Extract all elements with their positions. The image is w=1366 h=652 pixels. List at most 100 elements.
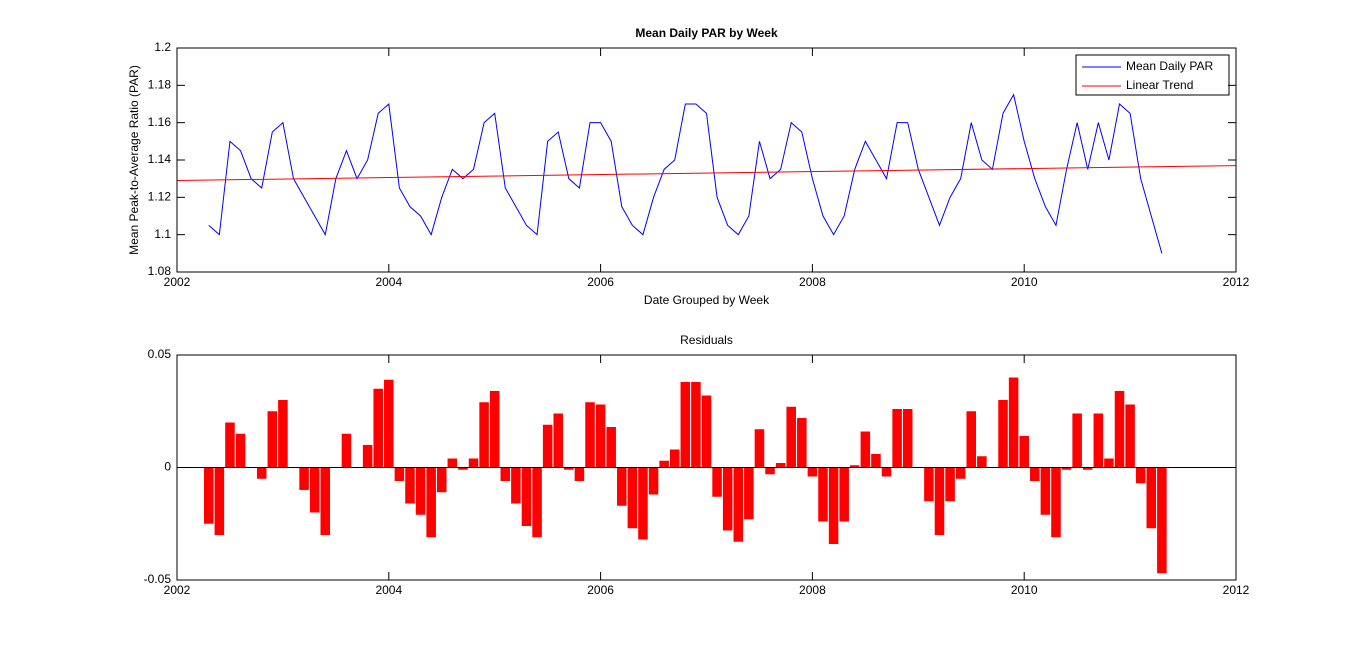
bar (320, 467, 331, 535)
bar (839, 467, 849, 522)
axes-background (177, 48, 1236, 272)
bar (902, 409, 913, 468)
bar (617, 467, 627, 506)
x-tick-label: 2008 (799, 275, 826, 289)
x-tick-label: 2010 (1011, 583, 1038, 597)
bar (394, 467, 405, 481)
x-tick-label: 2012 (1223, 583, 1250, 597)
bar (585, 402, 595, 468)
bar (1040, 467, 1051, 515)
y-tick-label: 1.08 (148, 264, 172, 278)
x-tick-label: 2008 (799, 583, 826, 597)
bar (765, 467, 775, 475)
x-tick-label: 2002 (164, 583, 191, 597)
bar (564, 467, 574, 470)
bar (278, 400, 288, 468)
bar (1051, 467, 1061, 538)
bar (924, 467, 934, 502)
bar (669, 449, 680, 468)
x-axis-label: Date Grouped by Week (644, 293, 770, 307)
x-tick-label: 2002 (164, 275, 191, 289)
chart-title: Residuals (680, 333, 733, 347)
bar (638, 467, 648, 540)
legend-label: Mean Daily PAR (1126, 59, 1213, 73)
bar (405, 467, 415, 504)
bar (1093, 413, 1104, 468)
bar (1146, 467, 1157, 529)
data-line (176, 165, 1237, 182)
x-tick-label: 2006 (587, 583, 614, 597)
bar (479, 402, 489, 468)
bar (542, 424, 553, 468)
bar (659, 460, 669, 468)
bar (1008, 377, 1019, 468)
y-tick-label: 1.2 (154, 40, 171, 54)
bar (1125, 404, 1135, 468)
bar (1082, 467, 1093, 470)
bar (1104, 458, 1114, 468)
x-tick-label: 2004 (375, 583, 402, 597)
bar (955, 467, 966, 479)
y-axis-label: Mean Peak-to-Average Ratio (PAR) (127, 65, 141, 255)
y-tick-label: 0 (164, 460, 171, 474)
x-tick-label: 2012 (1223, 275, 1250, 289)
bar (447, 458, 458, 468)
bar (691, 382, 701, 468)
bar (701, 395, 712, 468)
bar (680, 382, 691, 468)
bar (225, 422, 235, 468)
bar (1114, 391, 1125, 468)
bar (606, 427, 616, 468)
bar (204, 467, 214, 524)
bar (754, 429, 765, 468)
bar (627, 467, 638, 529)
bar (1157, 467, 1167, 574)
bar (373, 388, 383, 468)
bar (722, 467, 733, 531)
y-tick-label: 1.12 (148, 190, 172, 204)
bar (828, 467, 839, 544)
bar (1030, 467, 1040, 481)
chart-title: Mean Daily PAR by Week (635, 26, 778, 40)
bar (807, 467, 818, 477)
legend-label: Linear Trend (1126, 78, 1193, 92)
bar (775, 463, 786, 468)
bar (998, 400, 1008, 468)
bar (415, 467, 426, 515)
bar (945, 467, 955, 502)
bar (521, 467, 532, 526)
bar (235, 433, 246, 468)
bar (1135, 467, 1146, 484)
y-tick-label: -0.05 (144, 572, 172, 586)
legend-box (1075, 54, 1230, 96)
bar (871, 454, 881, 468)
bar (362, 445, 373, 468)
bar (966, 411, 977, 468)
bar (733, 467, 744, 542)
x-tick-label: 2010 (1011, 275, 1038, 289)
bar (553, 413, 564, 468)
bar (1061, 467, 1072, 470)
y-tick-label: 1.14 (148, 152, 172, 166)
x-tick-label: 2006 (587, 275, 614, 289)
bar (532, 467, 542, 538)
bar (267, 411, 278, 468)
bar (468, 458, 479, 468)
bar (786, 406, 796, 468)
bar (511, 467, 521, 504)
bar (849, 465, 860, 468)
bar (500, 467, 511, 481)
bar (299, 467, 309, 490)
bar (256, 467, 267, 479)
bar (818, 467, 828, 522)
y-tick-label: 0.05 (148, 347, 172, 361)
bar (744, 467, 754, 520)
bar (712, 467, 722, 497)
bar (309, 467, 320, 513)
bar (426, 467, 436, 538)
bar (934, 467, 945, 535)
bar (595, 404, 606, 468)
bar (214, 467, 225, 535)
